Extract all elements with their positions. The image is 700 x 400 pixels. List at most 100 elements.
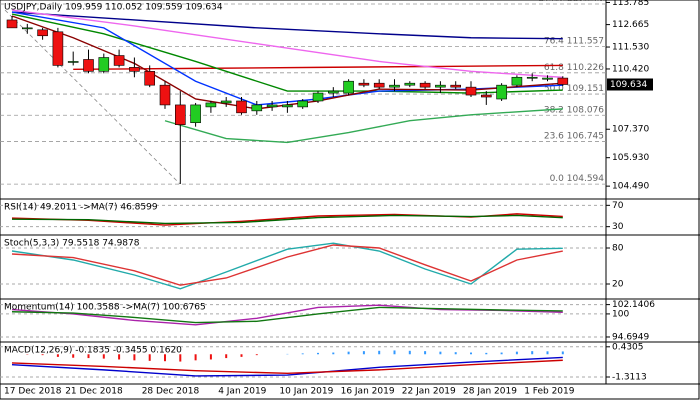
y-tick-label: 100	[612, 309, 629, 319]
fib-level: 61.8	[544, 62, 564, 72]
macd-bar	[317, 352, 319, 355]
candle-body	[542, 77, 553, 80]
candle-body	[159, 84, 171, 106]
candle-body	[465, 86, 477, 96]
candle-body	[297, 100, 309, 108]
fib-price: 106.745	[567, 131, 604, 141]
y-tick-label: 80	[612, 244, 624, 254]
x-tick-label: 17 Dec 2018	[4, 387, 62, 397]
macd-bar	[561, 351, 564, 355]
panel-title: MACD(12,26,9) -0.1835 -0.3455 0.1620	[4, 346, 182, 356]
candle-body	[98, 57, 110, 72]
macd-bar	[393, 350, 396, 355]
macd-bar	[347, 351, 350, 355]
macd-bar	[194, 354, 197, 361]
candle-body	[389, 84, 400, 88]
x-tick-label: 16 Jan 2019	[341, 387, 395, 397]
candle-body	[175, 104, 186, 125]
candle-body	[236, 100, 247, 114]
candle-body	[220, 100, 232, 104]
fib-level: 23.6	[544, 131, 564, 141]
x-tick-label: 21 Dec 2018	[65, 387, 123, 397]
fib-price: 109.151	[567, 84, 604, 94]
macd-bar	[102, 354, 105, 359]
fib-level: 0.0	[550, 174, 565, 184]
fib-label: 100.0 113.708	[538, 0, 604, 3]
moving-average	[73, 64, 563, 71]
fib-level: 50.0	[544, 84, 564, 94]
macd-bar	[531, 351, 534, 355]
fib-level: 100.0	[538, 0, 564, 3]
macd-bar	[362, 351, 365, 355]
y-tick-label: 20	[612, 280, 624, 290]
y-tick-label: 0.4305	[612, 342, 644, 352]
candle-body	[21, 27, 33, 30]
candle-body	[373, 82, 385, 88]
indicator-line	[11, 306, 563, 324]
candle-body	[6, 19, 18, 29]
candle-body	[52, 31, 64, 66]
macd-bar	[240, 354, 243, 357]
current-price: 109.634	[610, 80, 647, 90]
macd-bar	[515, 351, 518, 355]
macd-bar	[148, 354, 151, 361]
macd-line	[11, 359, 563, 375]
macd-bar	[378, 350, 381, 355]
macd-bar	[209, 354, 212, 360]
macd-bar	[179, 354, 182, 362]
candle-body	[435, 84, 446, 88]
macd-bar	[470, 352, 472, 355]
macd-bar	[72, 354, 75, 358]
candle-body	[266, 104, 278, 108]
candle-body	[358, 82, 370, 86]
macd-bar	[164, 354, 166, 362]
x-tick-label: 22 Jan 2019	[402, 387, 456, 397]
candle-body	[496, 84, 507, 100]
y-tick-label: 94.6949	[612, 332, 649, 342]
fib-label: 23.6 106.745	[544, 131, 604, 141]
fib-label: 76.4 111.557	[544, 36, 604, 46]
moving-average	[164, 108, 563, 144]
y-tick-label: 110.420	[612, 64, 649, 74]
candle-body	[450, 84, 462, 88]
x-tick-label: 28 Dec 2018	[142, 387, 200, 397]
candle-body	[511, 76, 523, 86]
candle-body	[312, 92, 324, 102]
y-tick-label: 30	[612, 222, 624, 232]
macd-bar	[41, 354, 44, 356]
y-tick-label: 107.370	[612, 125, 649, 135]
y-tick-label: 105.930	[612, 153, 649, 163]
candle-body	[251, 104, 263, 112]
moving-average	[11, 11, 563, 40]
moving-average	[11, 9, 563, 78]
fib-price: 104.594	[567, 174, 604, 184]
candle-body	[282, 104, 293, 108]
x-tick-label: 4 Jan 2019	[218, 387, 266, 397]
candle-body	[404, 82, 416, 86]
y-tick-label: 111.530	[612, 43, 649, 53]
y-tick-label: 104.490	[612, 182, 649, 192]
fib-price: 110.226	[567, 62, 604, 72]
x-tick-label: 1 Feb 2019	[524, 387, 575, 397]
macd-bar	[118, 354, 121, 360]
macd-bar	[500, 352, 503, 355]
candle-body	[83, 59, 94, 72]
candle-body	[113, 55, 125, 66]
candle-body	[419, 82, 431, 88]
indicator-line	[11, 244, 563, 286]
panel-title: Momentum(14) 100.3588 ->MA(7) 100.6765	[4, 303, 206, 313]
candle-body	[67, 61, 79, 63]
candle-body	[557, 77, 569, 85]
panel-title: Stoch(5,3,3) 79.5518 74.9878	[4, 239, 140, 249]
candle-body	[480, 94, 492, 98]
y-tick-label: 113.785	[612, 0, 649, 8]
fib-price: 111.557	[567, 36, 604, 46]
y-tick-label: -1.3113	[612, 372, 647, 382]
macd-bar	[332, 352, 335, 355]
candle-body	[190, 104, 201, 124]
macd-bar	[485, 352, 488, 355]
current-price-box	[607, 78, 653, 91]
macd-bar	[408, 350, 411, 355]
macd-bar	[546, 351, 549, 355]
